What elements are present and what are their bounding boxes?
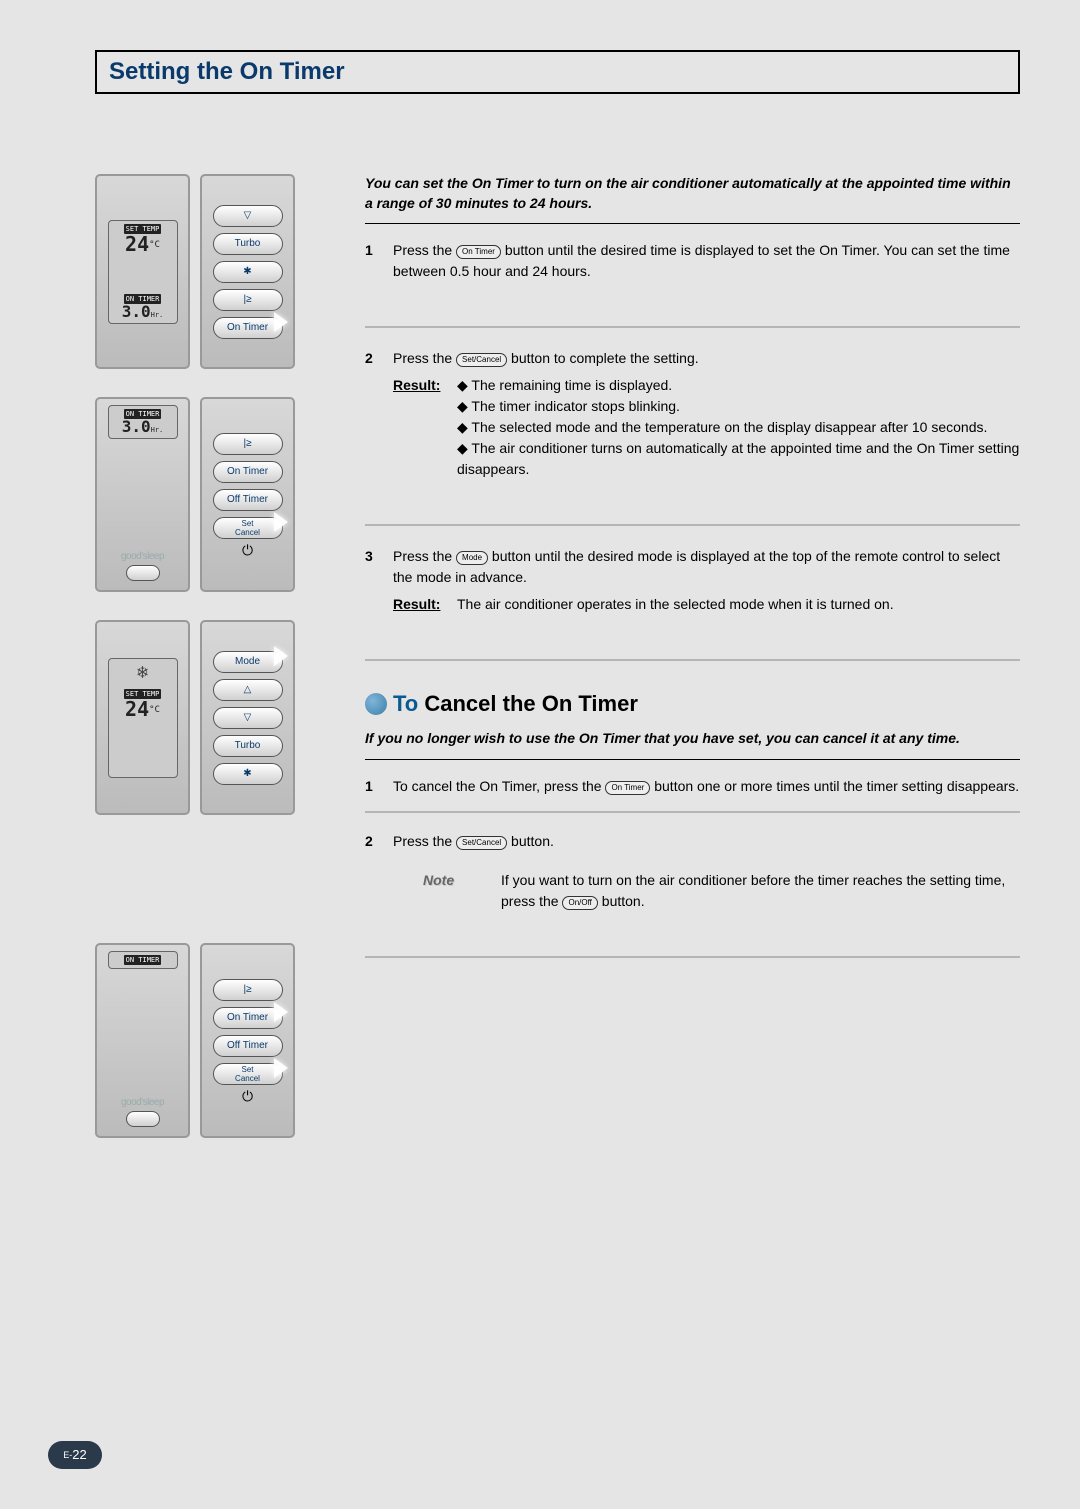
on-timer-inline-icon: On Timer: [456, 245, 501, 259]
on-timer-button: On Timer: [213, 461, 283, 483]
goodsleep-label: good'sleep: [121, 551, 164, 562]
up-icon: △: [213, 679, 283, 701]
remote-illustrations: SET TEMP 24°C ON TIMER 3.0Hr. ▽ Turbo ✱ …: [95, 174, 325, 1166]
result-label: Result:: [393, 375, 445, 480]
on-timer-button: On Timer: [213, 1007, 283, 1029]
step-3: 3 Press the Mode button until the desire…: [365, 546, 1020, 629]
cancel-heading: To Cancel the On Timer: [365, 691, 1020, 717]
divider: [365, 956, 1020, 958]
mode-inline-icon: Mode: [456, 551, 488, 565]
goodsleep-button: [126, 565, 160, 581]
set-cancel-button: SetCancel: [213, 1063, 283, 1085]
remote-panel-3: ❄ SET TEMP 24°C Mode △ ▽ Turbo ✱: [95, 620, 325, 815]
page-number: E-22: [48, 1441, 102, 1469]
page-title-box: Setting the On Timer: [95, 50, 1020, 94]
timer-value: 3.0: [122, 302, 151, 321]
up-icon: ▽: [213, 205, 283, 227]
goodsleep-button: [126, 1111, 160, 1127]
off-timer-button: Off Timer: [213, 489, 283, 511]
cancel-step-2: 2 Press the Set/Cancel button. Note If y…: [365, 831, 1020, 926]
cancel-intro: If you no longer wish to use the On Time…: [365, 729, 1020, 760]
fan-icon: ✱: [213, 763, 283, 785]
instructions: You can set the On Timer to turn on the …: [365, 174, 1020, 1166]
swing-icon: |≥: [213, 433, 283, 455]
bullet-icon: [365, 693, 387, 715]
result-list: The remaining time is displayed. The tim…: [457, 375, 1020, 480]
turbo-button: Turbo: [213, 735, 283, 757]
swing-icon: |≥: [213, 979, 283, 1001]
swing-icon: |≥: [213, 289, 283, 311]
step-1: 1 Press the On Timer button until the de…: [365, 240, 1020, 296]
fan-icon: ✱: [213, 261, 283, 283]
set-cancel-inline-icon: Set/Cancel: [456, 836, 507, 850]
note-label: Note: [423, 870, 475, 912]
off-timer-button: Off Timer: [213, 1035, 283, 1057]
remote-panel-1: SET TEMP 24°C ON TIMER 3.0Hr. ▽ Turbo ✱ …: [95, 174, 325, 369]
page-title: Setting the On Timer: [109, 58, 1006, 86]
turbo-button: Turbo: [213, 233, 283, 255]
on-timer-inline-icon: On Timer: [605, 781, 650, 795]
mode-button: Mode: [213, 651, 283, 673]
step-2: 2 Press the Set/Cancel button to complet…: [365, 348, 1020, 494]
on-off-inline-icon: On/Off: [562, 896, 597, 910]
temp-value: 24: [125, 232, 149, 256]
remote-panel-4: ON TIMER good'sleep |≥ On Timer Off Time…: [95, 943, 325, 1138]
divider: [365, 326, 1020, 328]
intro-text: You can set the On Timer to turn on the …: [365, 174, 1020, 224]
set-cancel-button: SetCancel: [213, 517, 283, 539]
down-icon: ▽: [213, 707, 283, 729]
divider: [365, 659, 1020, 661]
cancel-step-1: 1 To cancel the On Timer, press the On T…: [365, 776, 1020, 813]
remote-panel-2: ON TIMER 3.0Hr. good'sleep |≥ On Timer O…: [95, 397, 325, 592]
on-timer-button: On Timer: [213, 317, 283, 339]
divider: [365, 524, 1020, 526]
set-cancel-inline-icon: Set/Cancel: [456, 353, 507, 367]
snowflake-icon: ❄: [112, 662, 174, 683]
note-text: If you want to turn on the air condition…: [501, 870, 1020, 912]
